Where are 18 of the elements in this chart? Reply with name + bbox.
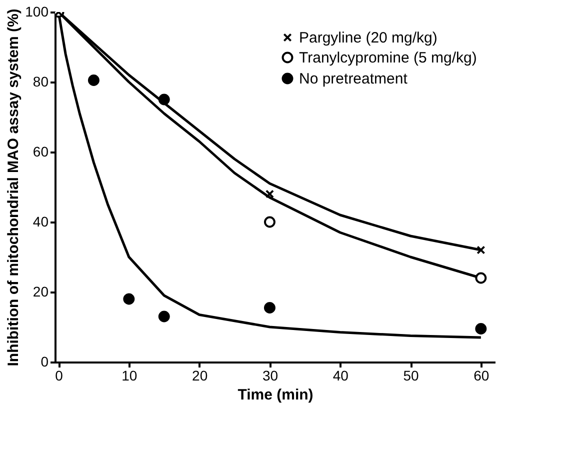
legend-label: Tranylcypromine (5 mg/kg)	[299, 50, 477, 66]
y-tick-label: 60	[32, 144, 49, 160]
legend-label: No pretreatment	[299, 70, 408, 88]
y-tick-label: 80	[32, 74, 49, 90]
y-tick-label: 0	[40, 354, 49, 370]
legend-label: Pargyline (20 mg/kg)	[299, 30, 438, 46]
x-tick-label: 0	[55, 368, 64, 384]
x-tick-label: 10	[122, 368, 138, 384]
y-tick-label: 40	[32, 214, 49, 230]
x-axis-title: Time (min)	[238, 386, 314, 404]
x-tick-label: 50	[403, 368, 420, 384]
x-tick-label: 60	[474, 368, 490, 384]
x-tick-label: 20	[192, 368, 208, 384]
y-tick-label: 100	[25, 4, 49, 20]
y-axis-title: Inhibition of mitochondrial MAO assay system (%)	[5, 8, 22, 366]
x-tick-label: 30	[262, 368, 278, 384]
x-tick-label: 40	[332, 368, 349, 384]
y-tick-label: 20	[32, 284, 49, 300]
